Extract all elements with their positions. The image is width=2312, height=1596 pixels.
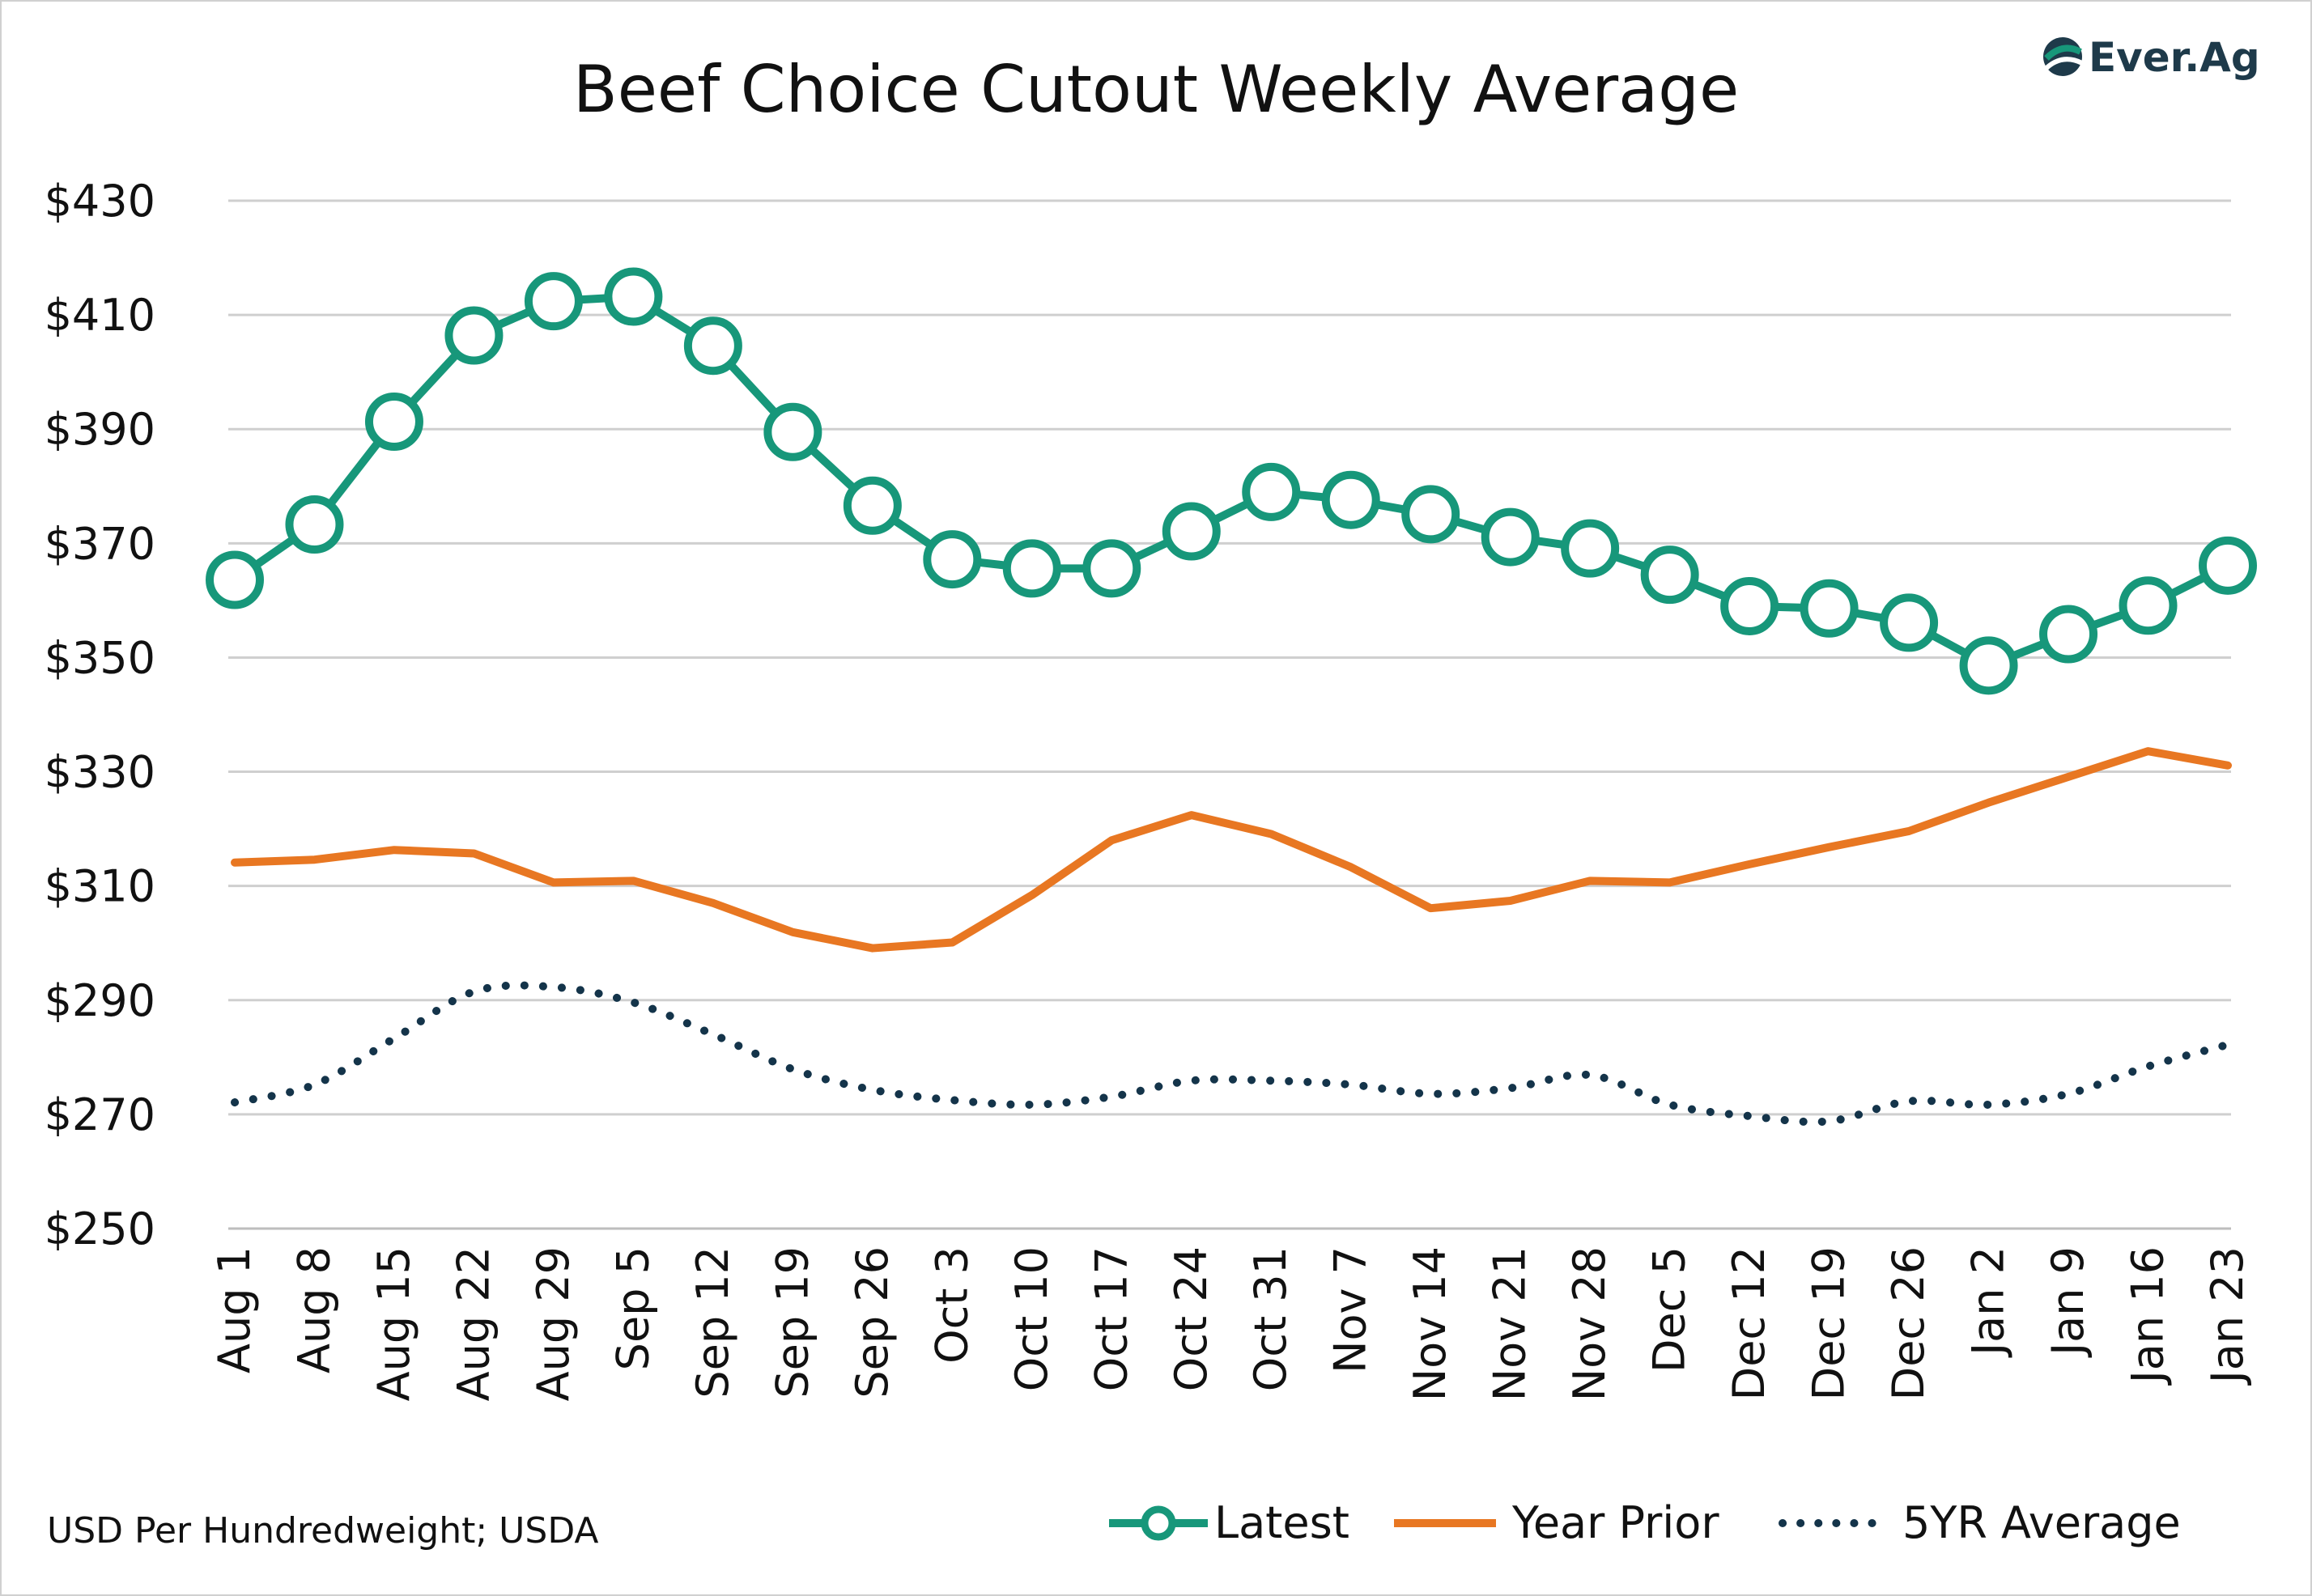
x-tick-label: Oct 17 [1086, 1246, 1137, 1391]
x-tick-label: Nov 14 [1405, 1246, 1456, 1401]
y-tick-label: $410 [45, 290, 155, 341]
series-line-year-prior [231, 747, 2232, 953]
y-tick-label: $370 [45, 518, 155, 569]
source-note: USD Per Hundredweight; USDA [47, 1510, 599, 1551]
x-tick-label: Sep 26 [847, 1246, 898, 1399]
data-point-latest [2039, 605, 2098, 664]
data-point-latest [1242, 462, 1301, 521]
data-point-latest [1481, 507, 1540, 567]
data-point-latest [1800, 579, 1859, 638]
data-point-latest [683, 316, 742, 376]
y-tick-label: $310 [45, 861, 155, 912]
y-tick-label: $430 [45, 176, 155, 227]
data-point-latest [604, 267, 663, 326]
y-tick-label: $290 [45, 975, 155, 1026]
data-point-latest [843, 476, 902, 535]
legend-label-5yr-average: 5YR Average [1902, 1497, 2181, 1548]
y-tick-label: $270 [45, 1089, 155, 1140]
data-point-latest [1082, 539, 1141, 598]
x-tick-label: Oct 24 [1166, 1246, 1217, 1391]
data-point-latest [1880, 593, 1939, 652]
x-axis-ticks: Aug 1 Aug 8 Aug 15 Aug 22 Aug 29 Sep 5 Sep 12 S… [209, 1246, 2253, 1401]
data-point-latest [1720, 576, 1779, 635]
y-tick-label: $350 [45, 632, 155, 683]
data-point-latest [1002, 539, 1061, 598]
series-year-prior [231, 747, 2232, 953]
x-tick-label: Sep 12 [687, 1246, 738, 1399]
x-tick-label: Jan 16 [2123, 1246, 2174, 1386]
x-tick-label: Dec 12 [1723, 1246, 1774, 1400]
x-tick-label: Oct 3 [926, 1246, 977, 1364]
x-tick-label: Dec 26 [1883, 1246, 1934, 1400]
data-point-latest [285, 495, 344, 554]
data-point-latest [364, 393, 423, 452]
x-tick-label: Aug 22 [448, 1246, 499, 1401]
data-point-latest [2119, 576, 2178, 635]
brand-logo: Ever.Ag [2043, 34, 2260, 81]
x-tick-label: Nov 7 [1325, 1246, 1376, 1373]
grid-lines [228, 199, 2231, 1230]
legend-marker-latest-icon [1141, 1505, 1176, 1541]
legend-item-5yr-average: 5YR Average [1779, 1497, 2181, 1548]
legend-item-year-prior: Year Prior [1394, 1497, 1719, 1548]
data-point-latest [1561, 519, 1620, 578]
x-tick-label: Aug 15 [368, 1246, 419, 1401]
x-tick-label: Dec 5 [1644, 1246, 1695, 1373]
data-point-latest [2199, 536, 2257, 595]
legend: Latest Year Prior 5YR Average [1109, 1497, 2181, 1548]
x-tick-label: Jan 2 [1963, 1246, 2014, 1358]
data-point-latest [923, 530, 982, 589]
legend-label-latest: Latest [1214, 1497, 1349, 1548]
data-point-latest [763, 402, 822, 461]
y-axis-ticks: $250 $270 $290 $310 $330 $350 $370 $390 $410 $430 [45, 176, 155, 1254]
x-tick-label: Oct 31 [1245, 1246, 1296, 1391]
y-tick-label: $250 [45, 1203, 155, 1254]
x-tick-label: Sep 19 [767, 1246, 818, 1399]
x-tick-label: Aug 29 [528, 1246, 579, 1401]
x-tick-label: Dec 19 [1804, 1246, 1855, 1400]
x-tick-label: Aug 1 [209, 1246, 260, 1373]
series-line-5yr-average [231, 981, 2232, 1127]
chart-title: Beef Choice Cutout Weekly Average [573, 52, 1739, 127]
x-tick-label: Jan 9 [2042, 1246, 2093, 1358]
data-point-latest [1959, 636, 2018, 695]
data-point-latest [1401, 485, 1460, 544]
data-point-latest [1162, 502, 1221, 561]
x-tick-label: Oct 10 [1006, 1246, 1057, 1391]
brand-name: Ever.Ag [2089, 34, 2260, 81]
y-tick-label: $390 [45, 404, 155, 455]
x-tick-label: Aug 8 [288, 1246, 339, 1373]
data-point-latest [524, 272, 583, 331]
y-tick-label: $330 [45, 747, 155, 798]
data-point-latest [206, 550, 264, 609]
data-point-latest [1640, 545, 1699, 605]
x-tick-label: Sep 5 [607, 1246, 658, 1370]
data-point-latest [1321, 470, 1380, 529]
x-tick-label: Nov 21 [1485, 1246, 1536, 1401]
series-5yr-average [231, 981, 2232, 1127]
series-latest [206, 267, 2257, 695]
legend-label-year-prior: Year Prior [1511, 1497, 1719, 1548]
series-layer [206, 267, 2257, 1127]
x-tick-label: Nov 28 [1564, 1246, 1615, 1401]
data-point-latest [444, 306, 504, 365]
x-tick-label: Jan 23 [2202, 1246, 2253, 1386]
legend-item-latest: Latest [1109, 1497, 1349, 1548]
